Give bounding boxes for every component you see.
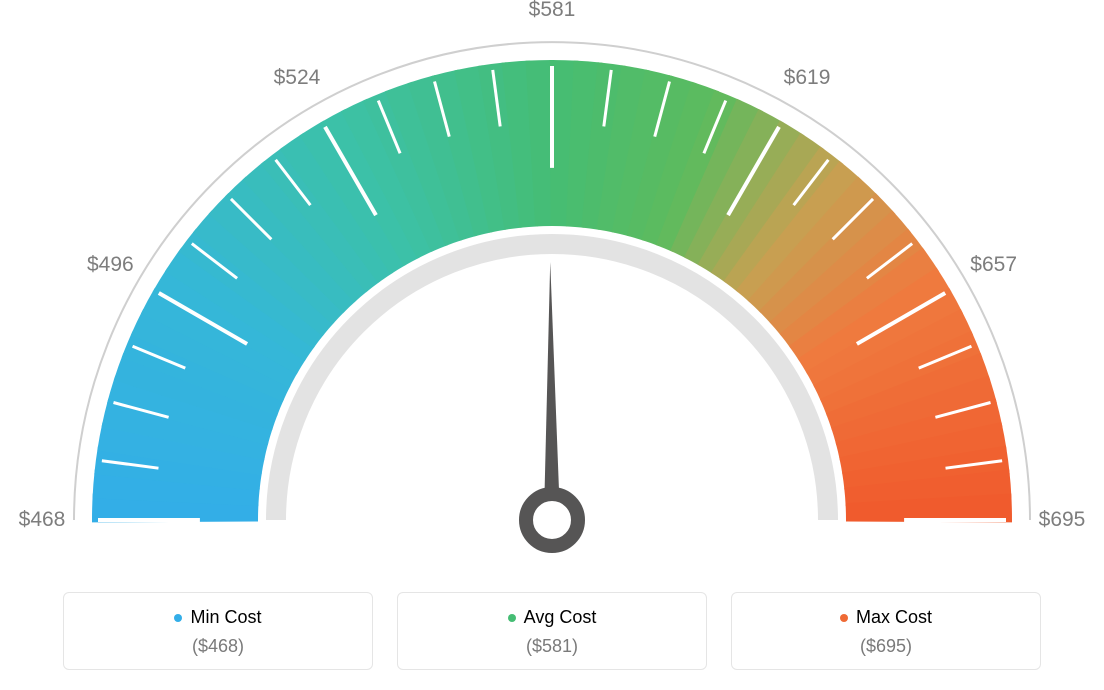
gauge-needle	[544, 262, 559, 497]
min-cost-label: Min Cost	[190, 607, 261, 628]
max-cost-label: Max Cost	[856, 607, 932, 628]
gauge-tick-label: $695	[1039, 508, 1086, 532]
needle-hub	[526, 494, 578, 546]
avg-cost-label: Avg Cost	[524, 607, 597, 628]
legend-row: Min Cost ($468) Avg Cost ($581) Max Cost…	[0, 592, 1104, 670]
max-cost-value: ($695)	[742, 636, 1030, 657]
min-dot-icon	[174, 614, 182, 622]
max-dot-icon	[840, 614, 848, 622]
min-cost-value: ($468)	[74, 636, 362, 657]
avg-dot-icon	[508, 614, 516, 622]
max-cost-card: Max Cost ($695)	[731, 592, 1041, 670]
gauge-tick-label: $496	[87, 253, 134, 277]
max-cost-title: Max Cost	[840, 607, 932, 628]
avg-cost-title: Avg Cost	[508, 607, 597, 628]
gauge-tick-label: $468	[19, 508, 66, 532]
min-cost-title: Min Cost	[174, 607, 261, 628]
gauge-tick-label: $524	[274, 66, 321, 90]
gauge-tick-label: $657	[970, 253, 1017, 277]
gauge-svg	[0, 0, 1104, 570]
gauge-tick-label: $619	[784, 66, 831, 90]
avg-cost-value: ($581)	[408, 636, 696, 657]
gauge-area: $468 $496 $524 $581 $619 $657 $695	[0, 0, 1104, 570]
avg-cost-card: Avg Cost ($581)	[397, 592, 707, 670]
gauge-chart-container: $468 $496 $524 $581 $619 $657 $695 Min Cost ($…	[0, 0, 1104, 690]
min-cost-card: Min Cost ($468)	[63, 592, 373, 670]
gauge-tick-label: $581	[529, 0, 576, 22]
